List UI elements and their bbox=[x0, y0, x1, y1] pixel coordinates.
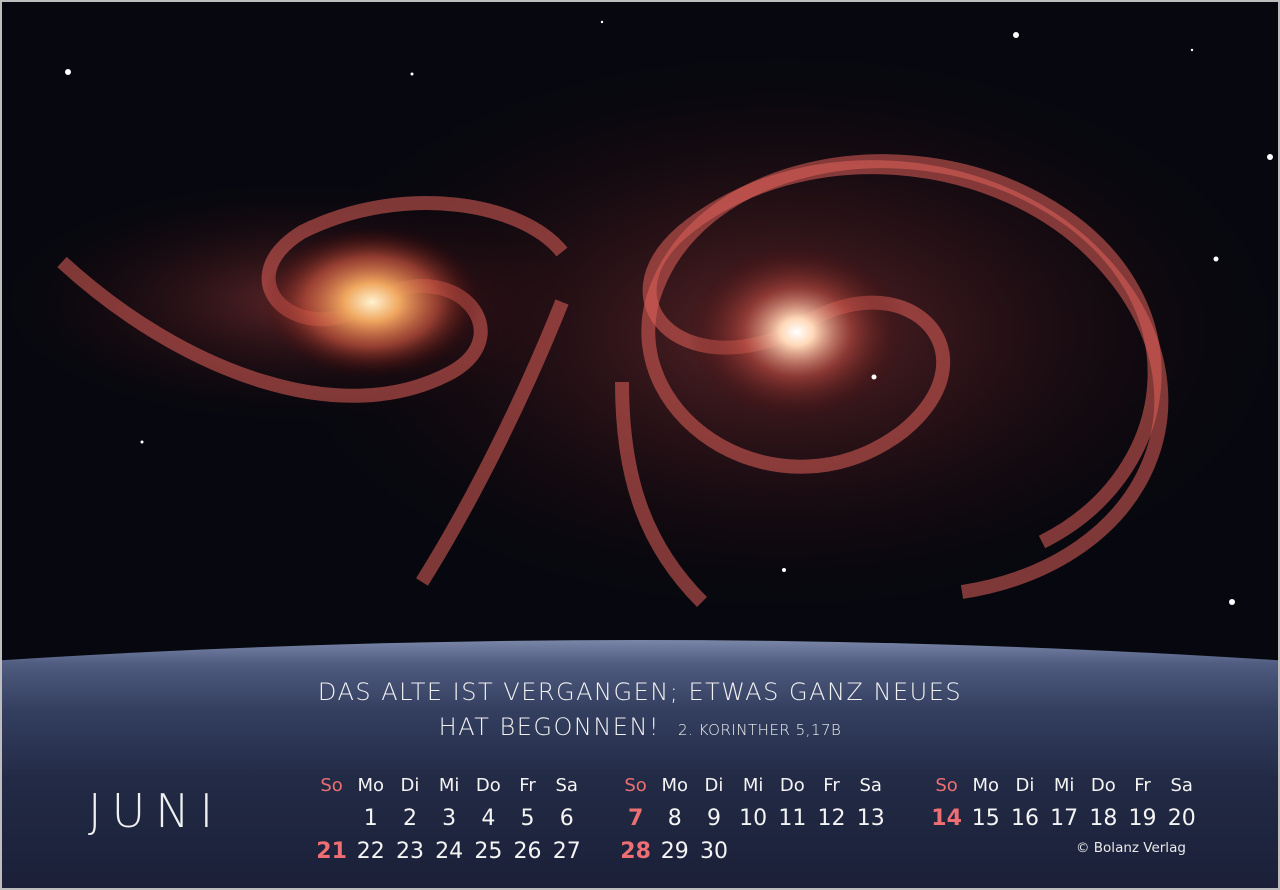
weekday-header: Fr bbox=[519, 775, 536, 796]
date: 20 bbox=[1167, 806, 1196, 831]
horizon-panel bbox=[2, 640, 1278, 888]
weekday-header: Fr bbox=[1134, 775, 1151, 796]
date: 15 bbox=[971, 806, 1000, 831]
quote-reference: 2. KORINTHER 5,17B bbox=[678, 721, 842, 739]
date: 5 bbox=[520, 806, 535, 831]
sunday-date: 14 bbox=[931, 806, 962, 831]
weekday-header-row: So Mo Di Mi Do Fr Sa bbox=[312, 769, 586, 802]
date: 16 bbox=[1010, 806, 1039, 831]
weekday-header: Mi bbox=[438, 775, 460, 796]
date: 6 bbox=[559, 806, 574, 831]
date: 29 bbox=[660, 839, 689, 864]
sunday-date: 21 bbox=[316, 839, 347, 864]
weekday-header: Mo bbox=[357, 775, 385, 796]
date: 23 bbox=[395, 839, 424, 864]
week-row: 14 15 16 17 18 19 20 bbox=[927, 802, 1201, 835]
sunday-date: 28 bbox=[620, 839, 651, 864]
date: 18 bbox=[1089, 806, 1118, 831]
bible-quote-line-2: HAT BEGONNEN! 2. KORINTHER 5,17B bbox=[2, 713, 1278, 741]
date: 11 bbox=[778, 806, 807, 831]
week-row: 21 22 23 24 25 26 27 bbox=[312, 835, 586, 868]
date: 2 bbox=[402, 806, 417, 831]
date: 30 bbox=[699, 839, 728, 864]
week-block: So Mo Di Mi Do Fr Sa 7 8 9 10 11 12 13 28 29 30 bbox=[616, 769, 890, 868]
date: 19 bbox=[1128, 806, 1157, 831]
date: 26 bbox=[513, 839, 542, 864]
weekday-header: Sa bbox=[859, 775, 882, 796]
date: 1 bbox=[363, 806, 378, 831]
date: 25 bbox=[474, 839, 503, 864]
weekday-header: So bbox=[624, 775, 647, 796]
weekday-header: Di bbox=[400, 775, 420, 796]
weekday-header: Mi bbox=[742, 775, 764, 796]
date: 3 bbox=[442, 806, 457, 831]
week-row: 28 29 30 bbox=[616, 835, 890, 868]
date: 24 bbox=[435, 839, 464, 864]
weekday-header: Sa bbox=[555, 775, 578, 796]
quote-text: HAT BEGONNEN! bbox=[438, 713, 661, 741]
weekday-header: Sa bbox=[1170, 775, 1193, 796]
galaxy-photo bbox=[2, 2, 1278, 662]
weekday-header: Fr bbox=[823, 775, 840, 796]
weekday-header: Do bbox=[779, 775, 805, 796]
date: 9 bbox=[706, 806, 721, 831]
date: 22 bbox=[356, 839, 385, 864]
date: 8 bbox=[667, 806, 682, 831]
weekday-header: Di bbox=[704, 775, 724, 796]
weekday-header: Do bbox=[1090, 775, 1116, 796]
week-block: So Mo Di Mi Do Fr Sa 1 2 3 4 5 6 21 22 23 24 25 26 27 bbox=[312, 769, 586, 868]
weekday-header-row: So Mo Di Mi Do Fr Sa bbox=[616, 769, 890, 802]
date: 13 bbox=[856, 806, 885, 831]
weekday-header: So bbox=[320, 775, 343, 796]
week-row: 7 8 9 10 11 12 13 bbox=[616, 802, 890, 835]
weekday-header: Mo bbox=[972, 775, 1000, 796]
date: 17 bbox=[1050, 806, 1079, 831]
date: 10 bbox=[739, 806, 768, 831]
weekday-header-row: So Mo Di Mi Do Fr Sa bbox=[927, 769, 1201, 802]
week-block: So Mo Di Mi Do Fr Sa 14 15 16 17 18 19 20 bbox=[927, 769, 1201, 835]
weekday-header: Mo bbox=[661, 775, 689, 796]
date: 12 bbox=[817, 806, 846, 831]
weekday-header: Mi bbox=[1053, 775, 1075, 796]
date: 4 bbox=[481, 806, 496, 831]
date: 27 bbox=[552, 839, 581, 864]
month-name: JUNI bbox=[88, 784, 224, 838]
weekday-header: Di bbox=[1015, 775, 1035, 796]
weekday-header: Do bbox=[475, 775, 501, 796]
bible-quote-line-1: DAS ALTE IST VERGANGEN; ETWAS GANZ NEUES bbox=[317, 678, 963, 706]
sunday-date: 7 bbox=[627, 806, 644, 831]
copyright: © Bolanz Verlag bbox=[1076, 840, 1186, 856]
weekday-header: So bbox=[935, 775, 958, 796]
